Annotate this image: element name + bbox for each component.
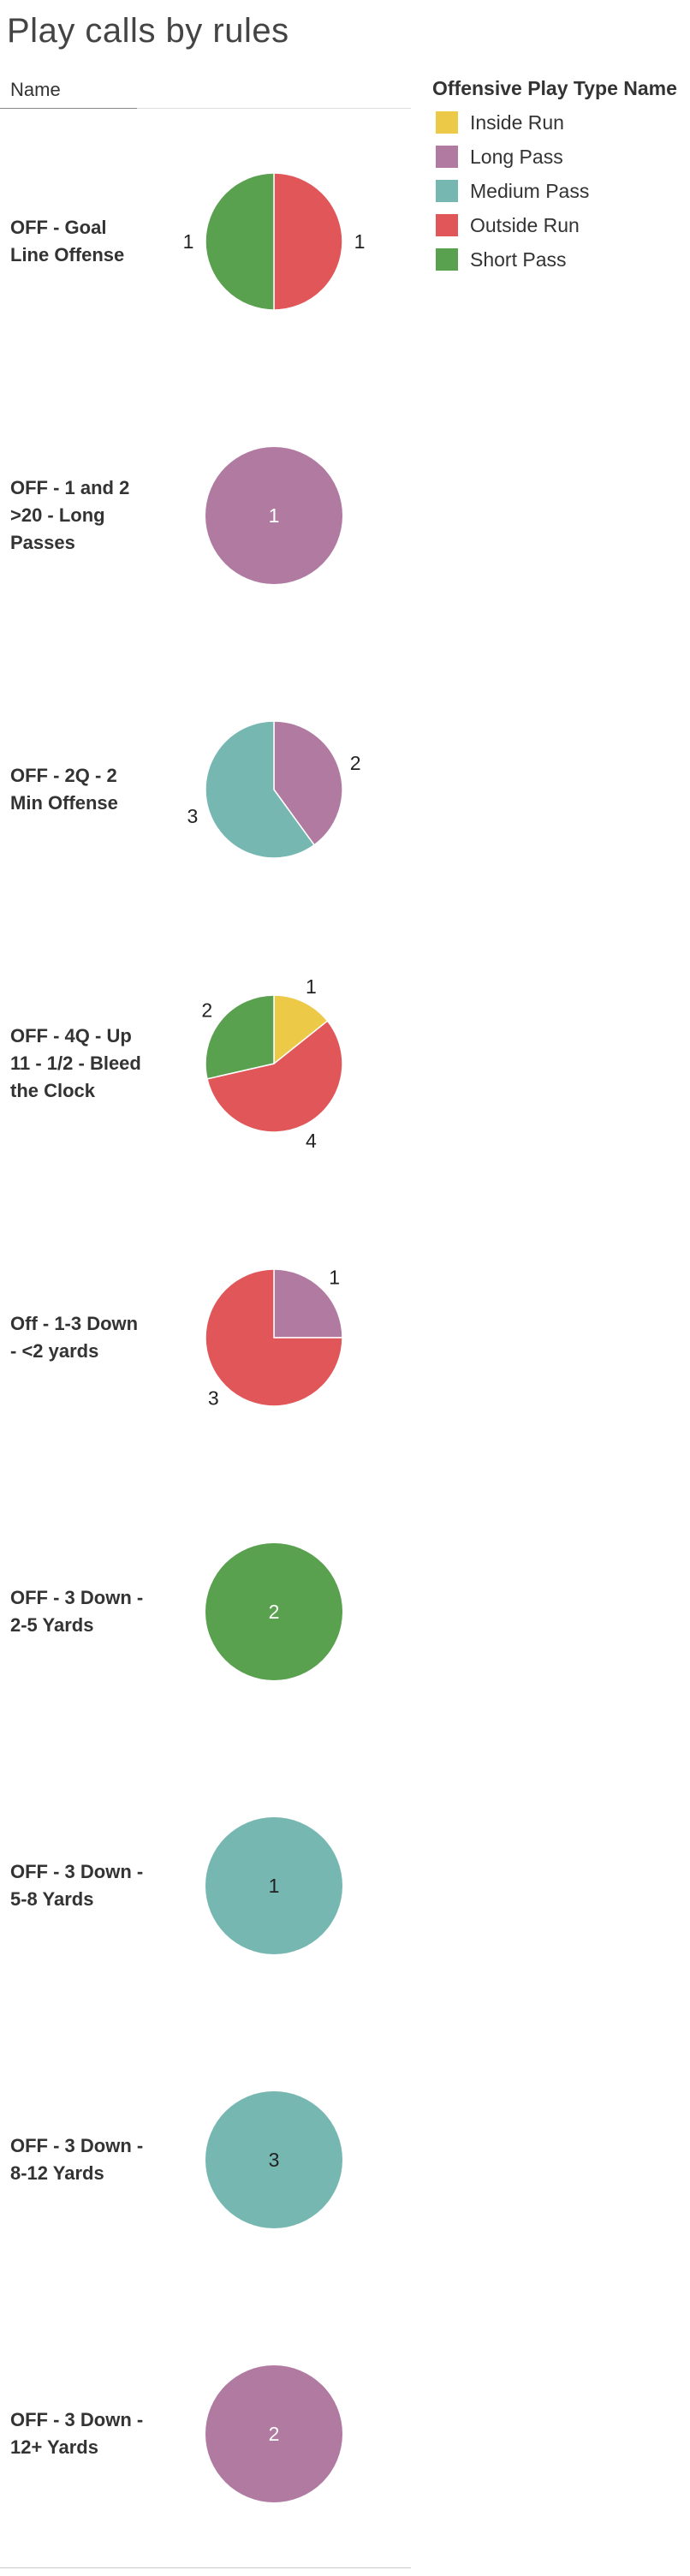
row-label-9[interactable]: OFF - 3 Down - 12+ Yards bbox=[10, 2409, 144, 2458]
legend-swatch-long-pass bbox=[436, 146, 458, 168]
data-label-off-goal-line-offense-short-pass: 1 bbox=[183, 230, 194, 253]
legend-item-long-pass[interactable]: Long Pass bbox=[432, 140, 687, 174]
pie-slice-off-1-3-down-2-yards-outside-run[interactable] bbox=[205, 1268, 343, 1407]
row-label-6[interactable]: OFF - 3 Down - 2-5 Yards bbox=[10, 1587, 144, 1636]
column-header-underline bbox=[0, 108, 137, 109]
data-label-off-3-down-5-8-yards-medium-pass: 1 bbox=[269, 1875, 280, 1897]
data-label-off-3-down-2-5-yards-short-pass: 2 bbox=[269, 1601, 280, 1623]
row-label-1[interactable]: OFF - Goal Line Offense bbox=[10, 217, 125, 265]
data-label-off-1-3-down-2-yards-long-pass: 1 bbox=[329, 1266, 340, 1288]
legend-title: Offensive Play Type Name bbox=[432, 77, 677, 99]
legend-swatch-outside-run bbox=[436, 214, 458, 236]
pie-slice-off-3-down-2-5-yards-short-pass[interactable] bbox=[205, 1543, 342, 1680]
legend-swatch-medium-pass bbox=[436, 180, 458, 202]
legend-swatch-inside-run bbox=[436, 111, 458, 134]
data-label-off-3-down-8-12-yards-medium-pass: 3 bbox=[269, 2149, 280, 2171]
legend-label-outside-run: Outside Run bbox=[470, 213, 580, 236]
legend-item-medium-pass[interactable]: Medium Pass bbox=[432, 174, 687, 208]
data-label-off-3-down-12-yards-long-pass: 2 bbox=[269, 2423, 280, 2445]
header-divider bbox=[137, 108, 411, 109]
legend-label-short-pass: Short Pass bbox=[470, 247, 567, 271]
data-label-off-4q-up-11-1-2-bleed-the-clock-short-pass: 2 bbox=[201, 999, 212, 1022]
bottom-divider bbox=[0, 2567, 411, 2568]
pie-slice-off-4q-up-11-1-2-bleed-the-clock-outside-run[interactable] bbox=[206, 1020, 343, 1133]
row-label-4[interactable]: OFF - 4Q - Up 11 - 1/2 - Bleed the Clock bbox=[10, 1025, 141, 1101]
legend-label-medium-pass: Medium Pass bbox=[470, 179, 590, 202]
row-label-2[interactable]: OFF - 1 and 2 >20 - Long Passes bbox=[10, 477, 130, 553]
legend-item-short-pass[interactable]: Short Pass bbox=[432, 242, 687, 277]
row-label-3[interactable]: OFF - 2Q - 2 Min Offense bbox=[10, 765, 118, 814]
data-label-off-4q-up-11-1-2-bleed-the-clock-inside-run: 1 bbox=[306, 975, 317, 998]
data-label-off-4q-up-11-1-2-bleed-the-clock-outside-run: 4 bbox=[306, 1130, 317, 1152]
pie-slice-off-3-down-5-8-yards-medium-pass[interactable] bbox=[205, 1817, 342, 1954]
pie-slice-off-goal-line-offense-short-pass[interactable] bbox=[205, 172, 275, 311]
data-label-off-1-and-2-20-long-passes-long-pass: 1 bbox=[269, 504, 280, 527]
pie-slice-off-4q-up-11-1-2-bleed-the-clock-inside-run[interactable] bbox=[273, 994, 329, 1065]
pie-slice-off-4q-up-11-1-2-bleed-the-clock-short-pass[interactable] bbox=[205, 994, 275, 1080]
pie-slice-off-2q-2-min-offense-long-pass[interactable] bbox=[273, 720, 343, 846]
pie-slice-off-1-3-down-2-yards-long-pass[interactable] bbox=[273, 1268, 343, 1339]
pie-slice-off-3-down-12-yards-long-pass[interactable] bbox=[205, 2365, 342, 2502]
legend: Offensive Play Type Name Inside Run Long… bbox=[432, 77, 687, 277]
pie-slice-off-2q-2-min-offense-medium-pass[interactable] bbox=[205, 720, 316, 859]
legend-item-inside-run[interactable]: Inside Run bbox=[432, 105, 687, 140]
name-column-header[interactable]: Name bbox=[10, 79, 61, 100]
pie-slice-off-1-and-2-20-long-passes-long-pass[interactable] bbox=[205, 447, 342, 584]
legend-label-inside-run: Inside Run bbox=[470, 110, 564, 134]
data-label-off-2q-2-min-offense-medium-pass: 3 bbox=[187, 805, 198, 827]
pie-slice-off-goal-line-offense-outside-run[interactable] bbox=[273, 172, 343, 311]
data-label-off-1-3-down-2-yards-outside-run: 3 bbox=[208, 1387, 219, 1410]
legend-label-long-pass: Long Pass bbox=[470, 145, 563, 168]
data-label-off-goal-line-offense-outside-run: 1 bbox=[354, 230, 366, 253]
row-label-7[interactable]: OFF - 3 Down - 5-8 Yards bbox=[10, 1861, 144, 1910]
legend-swatch-short-pass bbox=[436, 248, 458, 271]
pie-slice-off-3-down-8-12-yards-medium-pass[interactable] bbox=[205, 2091, 342, 2228]
row-label-5[interactable]: Off - 1-3 Down - <2 yards bbox=[10, 1313, 139, 1362]
row-label-8[interactable]: OFF - 3 Down - 8-12 Yards bbox=[10, 2135, 144, 2184]
page-title: Play calls by rules bbox=[7, 12, 289, 50]
legend-item-outside-run[interactable]: Outside Run bbox=[432, 208, 687, 242]
data-label-off-2q-2-min-offense-long-pass: 2 bbox=[350, 752, 361, 774]
